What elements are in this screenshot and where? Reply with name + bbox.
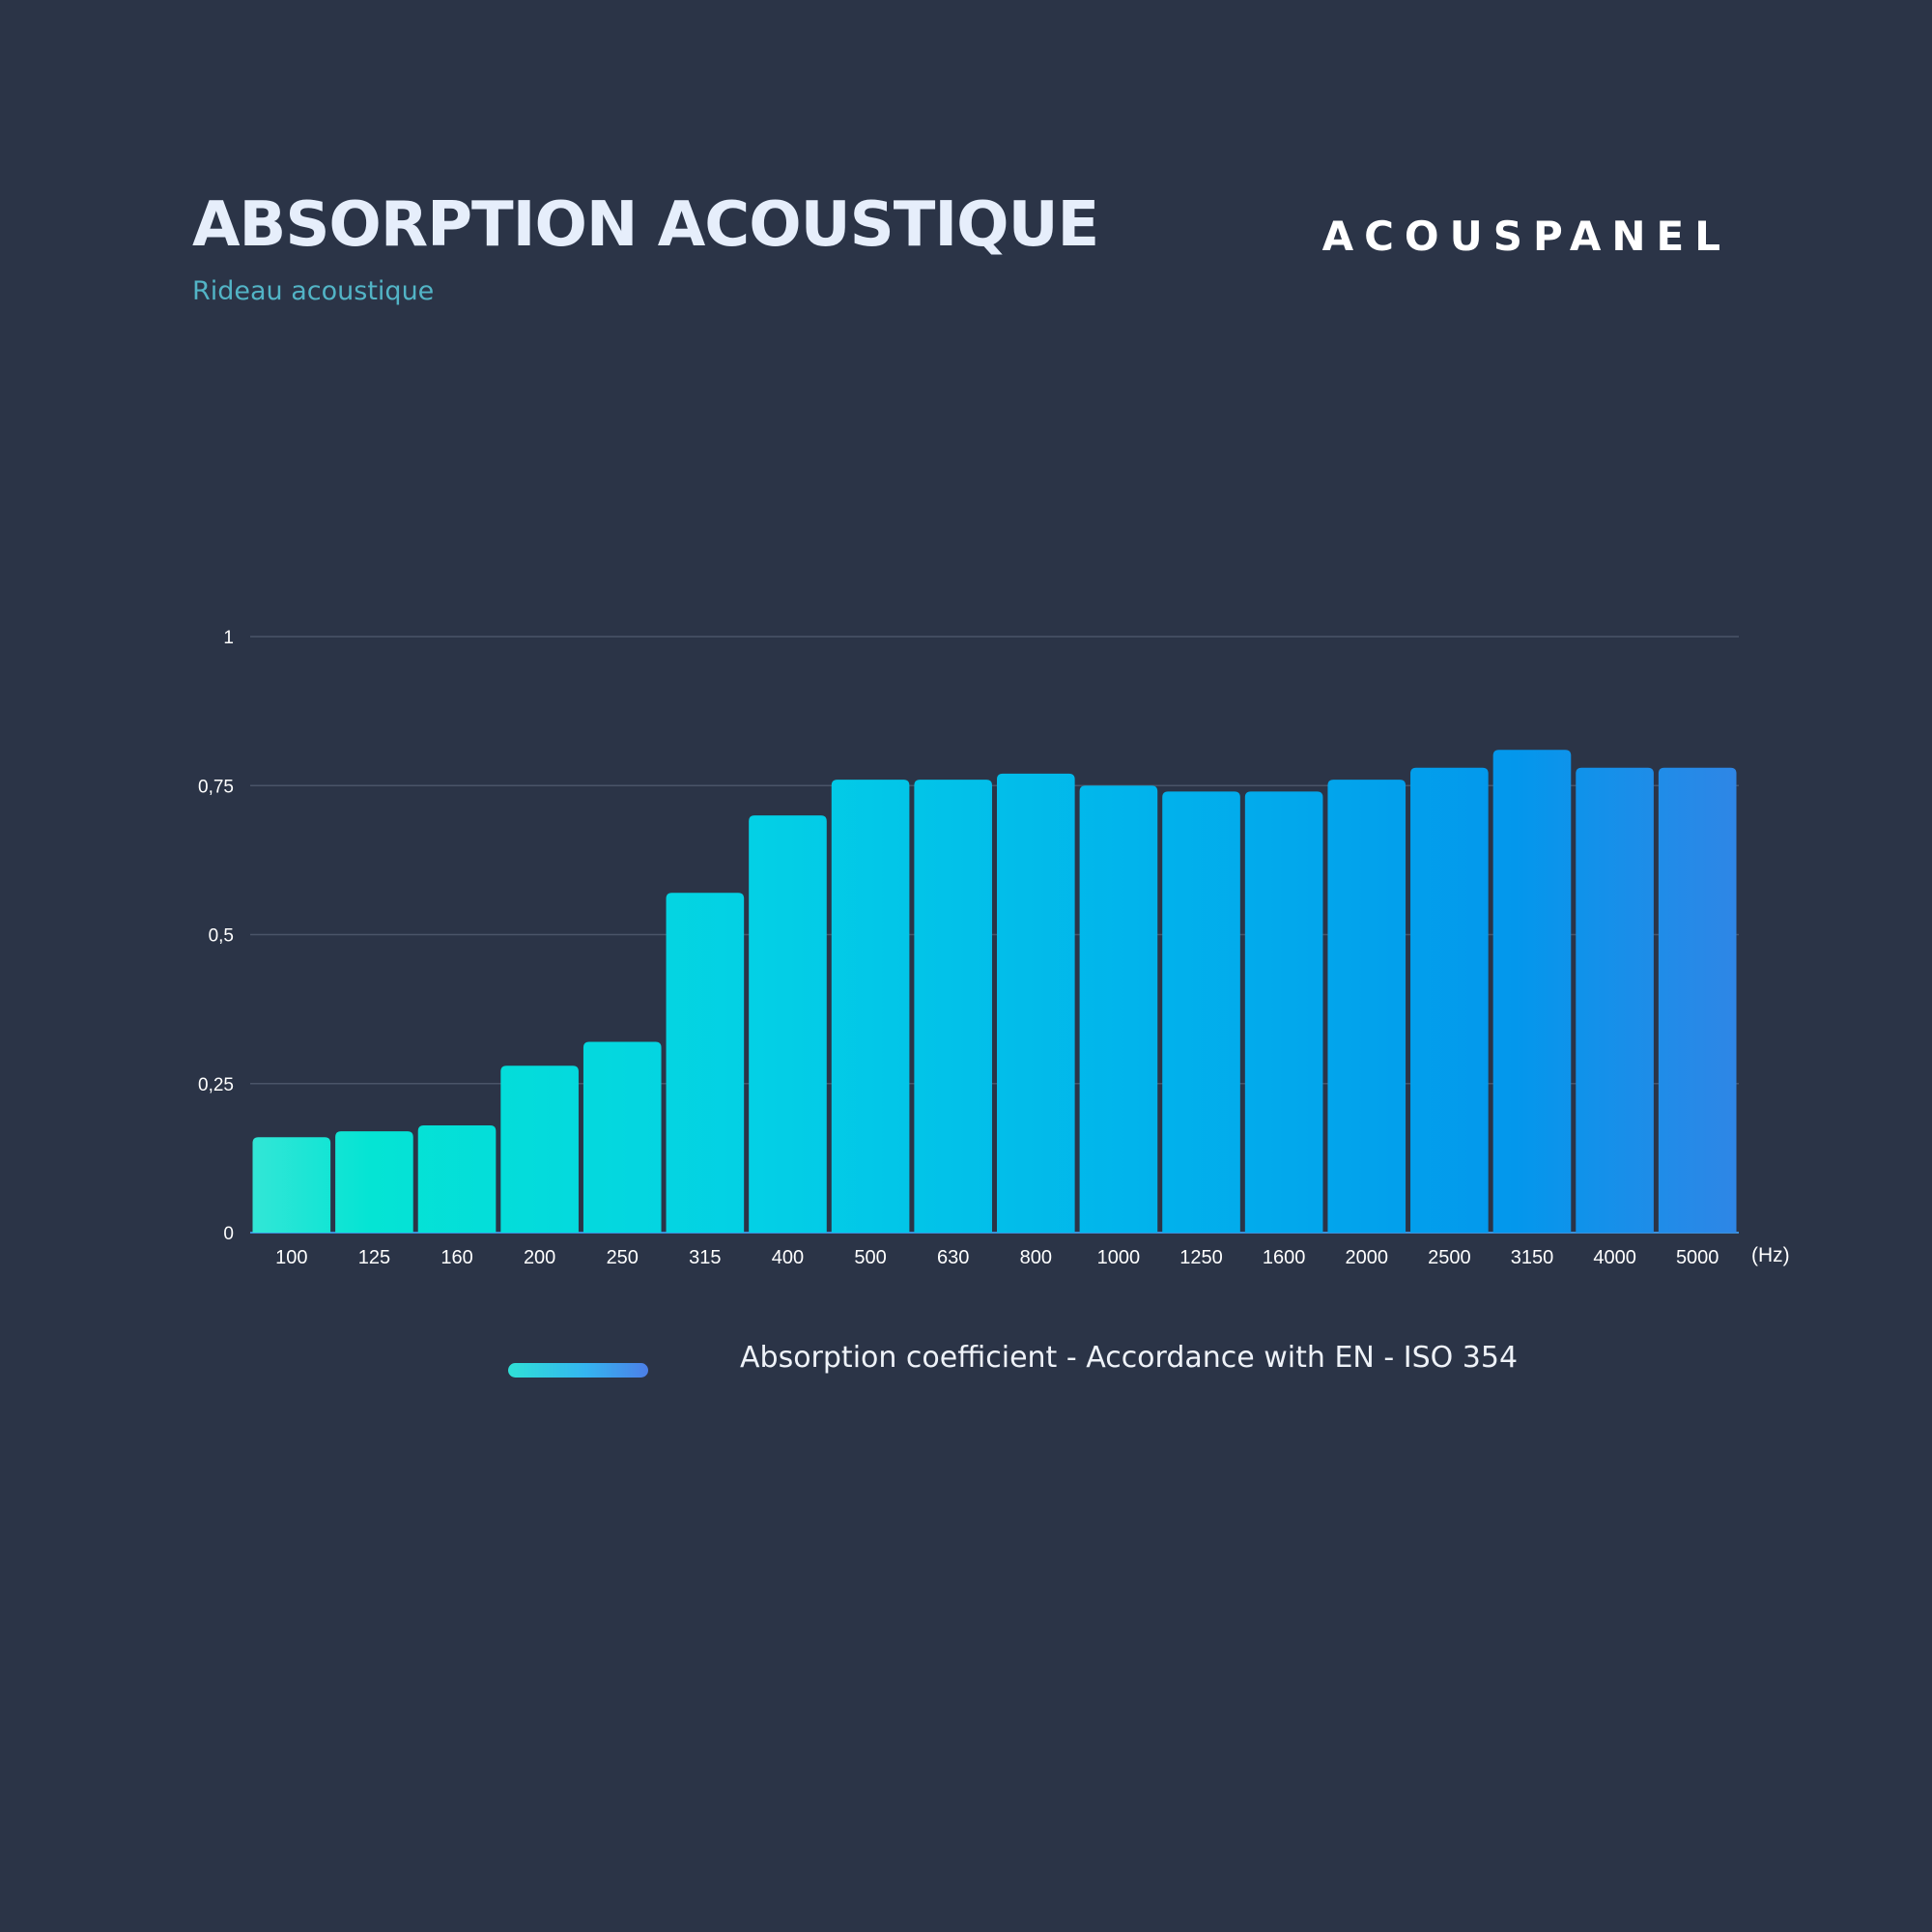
bar-160 [417, 1124, 497, 1233]
bar-630 [914, 780, 992, 1233]
gridlines [250, 636, 1739, 1234]
bars [252, 750, 1737, 1233]
bar-1000 [1079, 785, 1158, 1233]
brand-logo: ACOUSPANEL [1321, 213, 1731, 260]
bar-5000 [1658, 767, 1737, 1233]
bar-125 [335, 1131, 413, 1233]
x-tick-label: 500 [854, 1247, 886, 1268]
y-tick-label: 0,75 [198, 777, 234, 797]
x-tick-label: 5000 [1676, 1247, 1719, 1268]
y-tick-label: 0,25 [198, 1075, 234, 1095]
x-tick-label: 3150 [1511, 1247, 1554, 1268]
chart-title: ABSORPTION ACOUSTIQUE [192, 189, 1099, 261]
x-tick-label: 1000 [1097, 1247, 1141, 1268]
bar-1250 [1162, 791, 1240, 1233]
bar-1600 [1244, 791, 1323, 1233]
x-tick-label: 125 [358, 1247, 390, 1268]
bar-100 [252, 1137, 331, 1233]
x-tick-label: 4000 [1593, 1247, 1636, 1268]
x-tick-label: 800 [1020, 1247, 1052, 1268]
y-tick-label: 0,5 [209, 926, 234, 947]
y-tick-label: 0 [223, 1224, 234, 1244]
x-tick-label: 1600 [1263, 1247, 1306, 1268]
x-unit-label: (Hz) [1751, 1244, 1790, 1266]
bar-315 [666, 893, 745, 1233]
x-tick-label: 2500 [1428, 1247, 1471, 1268]
y-tick-label: 1 [223, 628, 234, 648]
bar-200 [500, 1065, 579, 1233]
x-tick-label: 250 [607, 1247, 639, 1268]
bar-2000 [1327, 780, 1406, 1233]
bar-250 [582, 1041, 662, 1233]
x-tick-label: 160 [440, 1247, 472, 1268]
bar-4000 [1576, 767, 1654, 1233]
x-tick-label: 1250 [1179, 1247, 1223, 1268]
x-tick-label: 630 [937, 1247, 969, 1268]
bar-3150 [1492, 750, 1572, 1233]
x-tick-label: 200 [524, 1247, 555, 1268]
x-tick-label: 400 [772, 1247, 804, 1268]
x-tick-label: 2000 [1346, 1247, 1389, 1268]
bar-500 [831, 780, 910, 1233]
legend-label: Absorption coefficient - Accordance with… [740, 1341, 1519, 1375]
bar-800 [997, 773, 1075, 1233]
legend-swatch [508, 1363, 648, 1378]
x-tick-label: 100 [275, 1247, 307, 1268]
chart-subtitle: Rideau acoustique [192, 276, 435, 306]
x-tick-label: 315 [689, 1247, 721, 1268]
bar-400 [749, 815, 827, 1233]
axis-labels: 0 0,25 0,5 0,75 1 100 125 160 200 250 315 400 500 630… [198, 628, 1790, 1268]
bar-2500 [1410, 767, 1489, 1233]
